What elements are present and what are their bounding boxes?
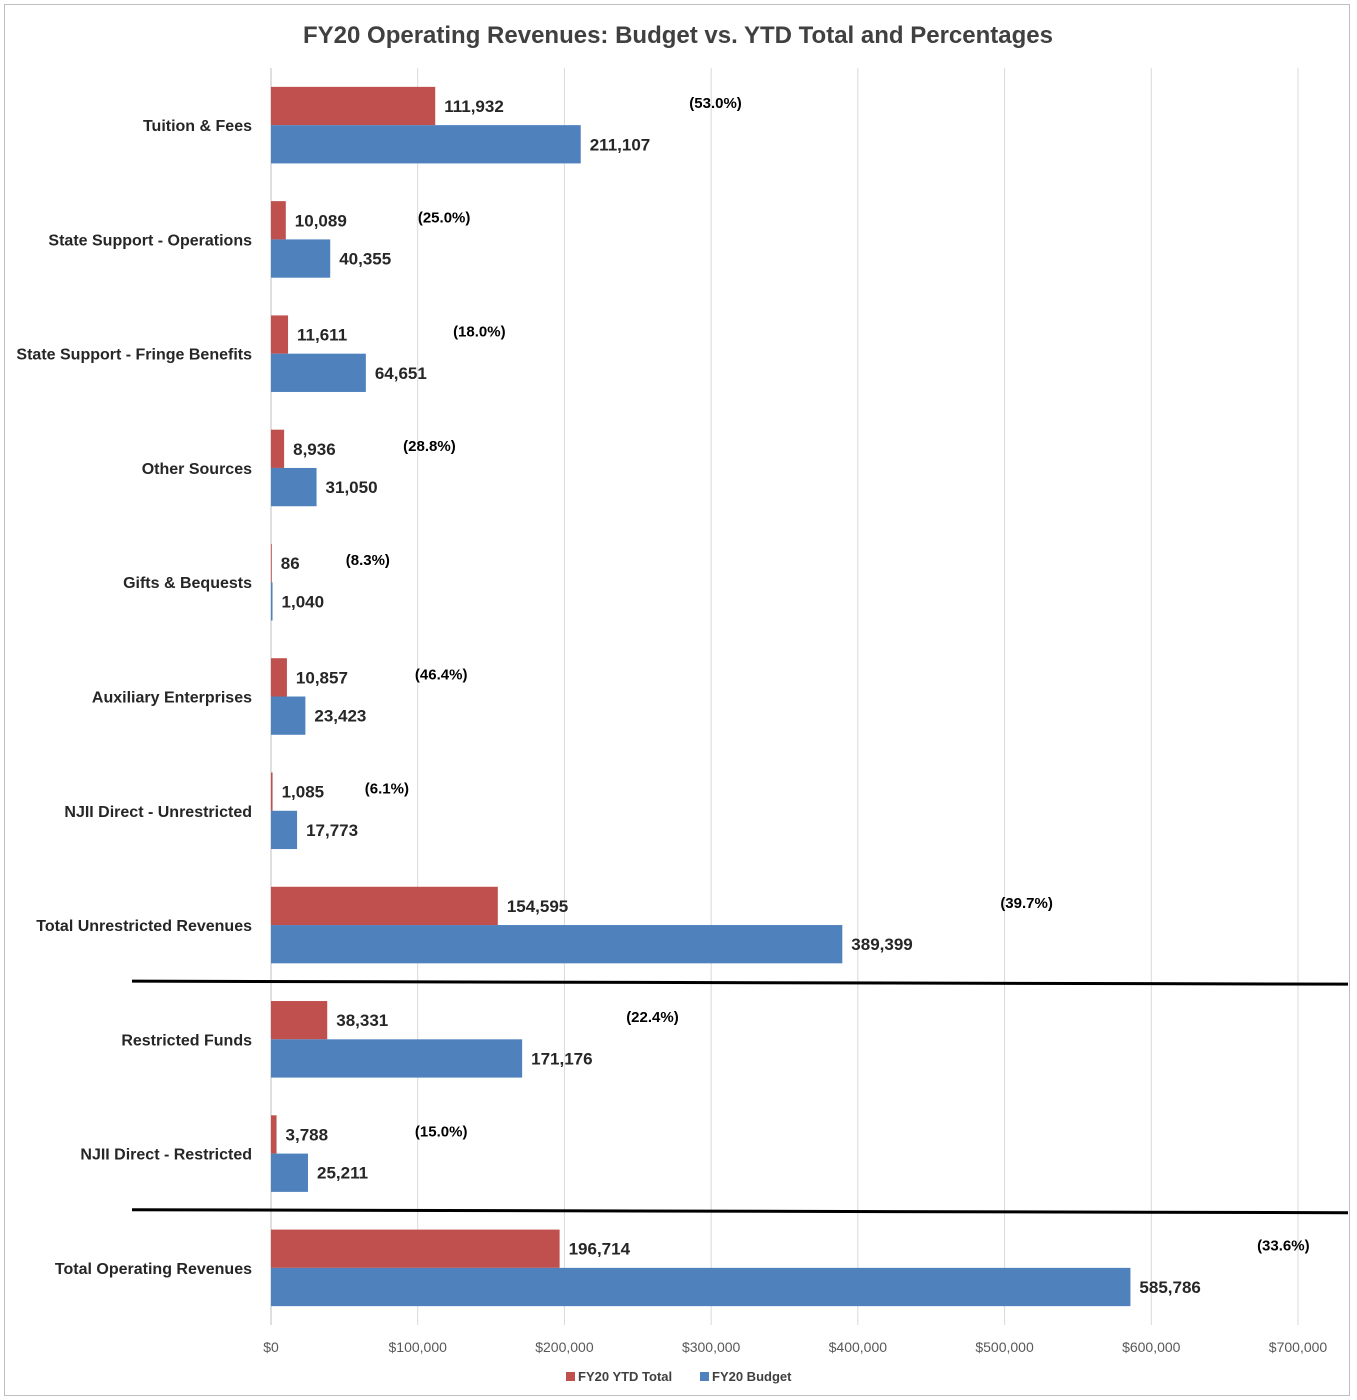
ytd-value-label: 196,714: [569, 1240, 631, 1259]
budget-value-label: 171,176: [531, 1049, 592, 1068]
budget-bar: [271, 696, 306, 735]
budget-bar: [271, 125, 581, 164]
percentage-label: (15.0%): [415, 1123, 468, 1140]
category-label: State Support - Operations: [48, 232, 252, 249]
category-label: NJII Direct - Restricted: [80, 1147, 252, 1164]
category-label: Total Unrestricted Revenues: [36, 918, 252, 935]
category-label: Total Operating Revenues: [55, 1261, 252, 1278]
budget-bar: [271, 467, 317, 507]
budget-bar: [271, 582, 273, 621]
legend-swatch-ytd: [566, 1372, 575, 1381]
ytd-bar: [271, 658, 287, 697]
budget-value-label: 23,423: [314, 707, 366, 726]
x-axis-ticks: $0 $100,000 $200,000 $300,000 $400,000 $500,0…: [263, 1339, 1327, 1355]
category-label: NJII Direct - Unrestricted: [64, 804, 252, 821]
category-label: Restricted Funds: [121, 1032, 252, 1049]
percentage-label: (18.0%): [453, 324, 506, 341]
budget-value-label: 585,786: [1139, 1278, 1200, 1297]
budget-bar: [271, 925, 843, 964]
x-tick-label: $600,000: [1122, 1339, 1181, 1355]
x-tick-label: $300,000: [682, 1339, 741, 1355]
section-separators: [131, 979, 1349, 1215]
budget-bar: [271, 1267, 1131, 1307]
budget-value-label: 40,355: [339, 250, 391, 269]
category-label: State Support - Fringe Benefits: [16, 347, 252, 364]
x-tick-label: $100,000: [389, 1339, 448, 1355]
ytd-value-label: 154,595: [507, 897, 568, 916]
ytd-value-label: 10,089: [295, 211, 347, 230]
ytd-value-label: 86: [281, 554, 300, 573]
percentage-label: (25.0%): [418, 209, 471, 226]
budget-bar: [271, 810, 298, 850]
percentage-label: (22.4%): [626, 1009, 679, 1026]
ytd-value-label: 111,932: [444, 97, 504, 116]
chart-frame: [4, 4, 1350, 1396]
percentage-label: (33.6%): [1257, 1238, 1310, 1255]
legend: FY20 YTD Total FY20 Budget: [566, 1369, 792, 1384]
ytd-bar: [271, 1229, 560, 1268]
ytd-value-label: 8,936: [293, 440, 336, 459]
category-label: Tuition & Fees: [143, 118, 252, 135]
percentage-label: (8.3%): [346, 552, 390, 569]
category-label: Auxiliary Enterprises: [92, 690, 252, 707]
ytd-value-label: 1,085: [282, 783, 325, 802]
chart-title: FY20 Operating Revenues: Budget vs. YTD …: [303, 22, 1053, 49]
ytd-value-label: 38,331: [336, 1011, 388, 1030]
legend-label-ytd: FY20 YTD Total: [578, 1369, 672, 1384]
ytd-bar: [271, 1115, 277, 1154]
x-tick-label: $500,000: [975, 1339, 1034, 1355]
percentage-label: (28.8%): [403, 438, 456, 455]
budget-bar: [271, 1153, 308, 1192]
ytd-bar: [271, 1001, 328, 1040]
ytd-bar: [271, 429, 285, 468]
section-separator: [131, 1208, 1349, 1215]
budget-value-label: 389,399: [851, 935, 912, 954]
percentage-label: (39.7%): [1000, 895, 1053, 912]
bars: [271, 86, 1131, 1307]
legend-swatch-budget: [700, 1372, 709, 1381]
budget-value-label: 31,050: [326, 478, 378, 497]
budget-bar: [271, 353, 366, 392]
category-label: Gifts & Bequests: [123, 575, 252, 592]
percentage-label: (53.0%): [689, 95, 742, 112]
ytd-value-label: 3,788: [286, 1125, 329, 1144]
budget-value-label: 211,107: [590, 135, 651, 154]
x-tick-label: $200,000: [535, 1339, 594, 1355]
ytd-bar: [271, 772, 273, 811]
budget-bar: [271, 1039, 523, 1078]
budget-value-label: 17,773: [306, 821, 358, 840]
percentage-label: (6.1%): [365, 781, 409, 798]
ytd-value-label: 11,611: [297, 326, 347, 345]
ytd-bar: [271, 543, 272, 583]
labels: Tuition & Fees 111,932 211,107 (53.0%) State…: [16, 95, 1309, 1297]
legend-label-budget: FY20 Budget: [712, 1369, 792, 1384]
ytd-bar: [271, 86, 436, 126]
budget-bar: [271, 239, 331, 278]
ytd-bar: [271, 201, 286, 240]
budget-value-label: 1,040: [282, 592, 325, 611]
ytd-bar: [271, 886, 498, 926]
section-separator: [131, 979, 1349, 986]
category-label: Other Sources: [142, 461, 252, 478]
ytd-value-label: 10,857: [296, 668, 348, 687]
percentage-label: (46.4%): [415, 666, 468, 683]
x-tick-label: $700,000: [1269, 1339, 1328, 1355]
x-tick-label: $0: [263, 1339, 279, 1355]
x-tick-label: $400,000: [829, 1339, 888, 1355]
budget-value-label: 25,211: [317, 1164, 368, 1183]
ytd-bar: [271, 315, 289, 354]
budget-value-label: 64,651: [375, 364, 427, 383]
